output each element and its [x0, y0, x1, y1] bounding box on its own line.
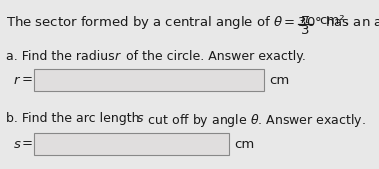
Text: 3: 3: [301, 24, 309, 37]
Text: s: s: [14, 138, 21, 151]
Text: cut off by angle $\theta$. Answer exactly.: cut off by angle $\theta$. Answer exactl…: [144, 112, 366, 129]
Text: cm².: cm².: [319, 14, 349, 27]
Text: r: r: [115, 50, 120, 63]
Text: =: =: [22, 138, 33, 151]
FancyBboxPatch shape: [34, 133, 229, 155]
Text: The sector formed by a central angle of $\theta = 30\degree$ has an area of: The sector formed by a central angle of …: [6, 14, 379, 31]
Text: =: =: [22, 74, 33, 87]
FancyBboxPatch shape: [34, 69, 264, 91]
Text: of the circle. Answer exactly.: of the circle. Answer exactly.: [122, 50, 306, 63]
Text: cm: cm: [269, 74, 289, 87]
Text: s: s: [137, 112, 144, 125]
Text: $\pi$: $\pi$: [300, 13, 310, 26]
Text: a. Find the radius: a. Find the radius: [6, 50, 119, 63]
Text: b. Find the arc length: b. Find the arc length: [6, 112, 144, 125]
Text: r: r: [14, 74, 19, 87]
Text: cm: cm: [234, 138, 254, 151]
